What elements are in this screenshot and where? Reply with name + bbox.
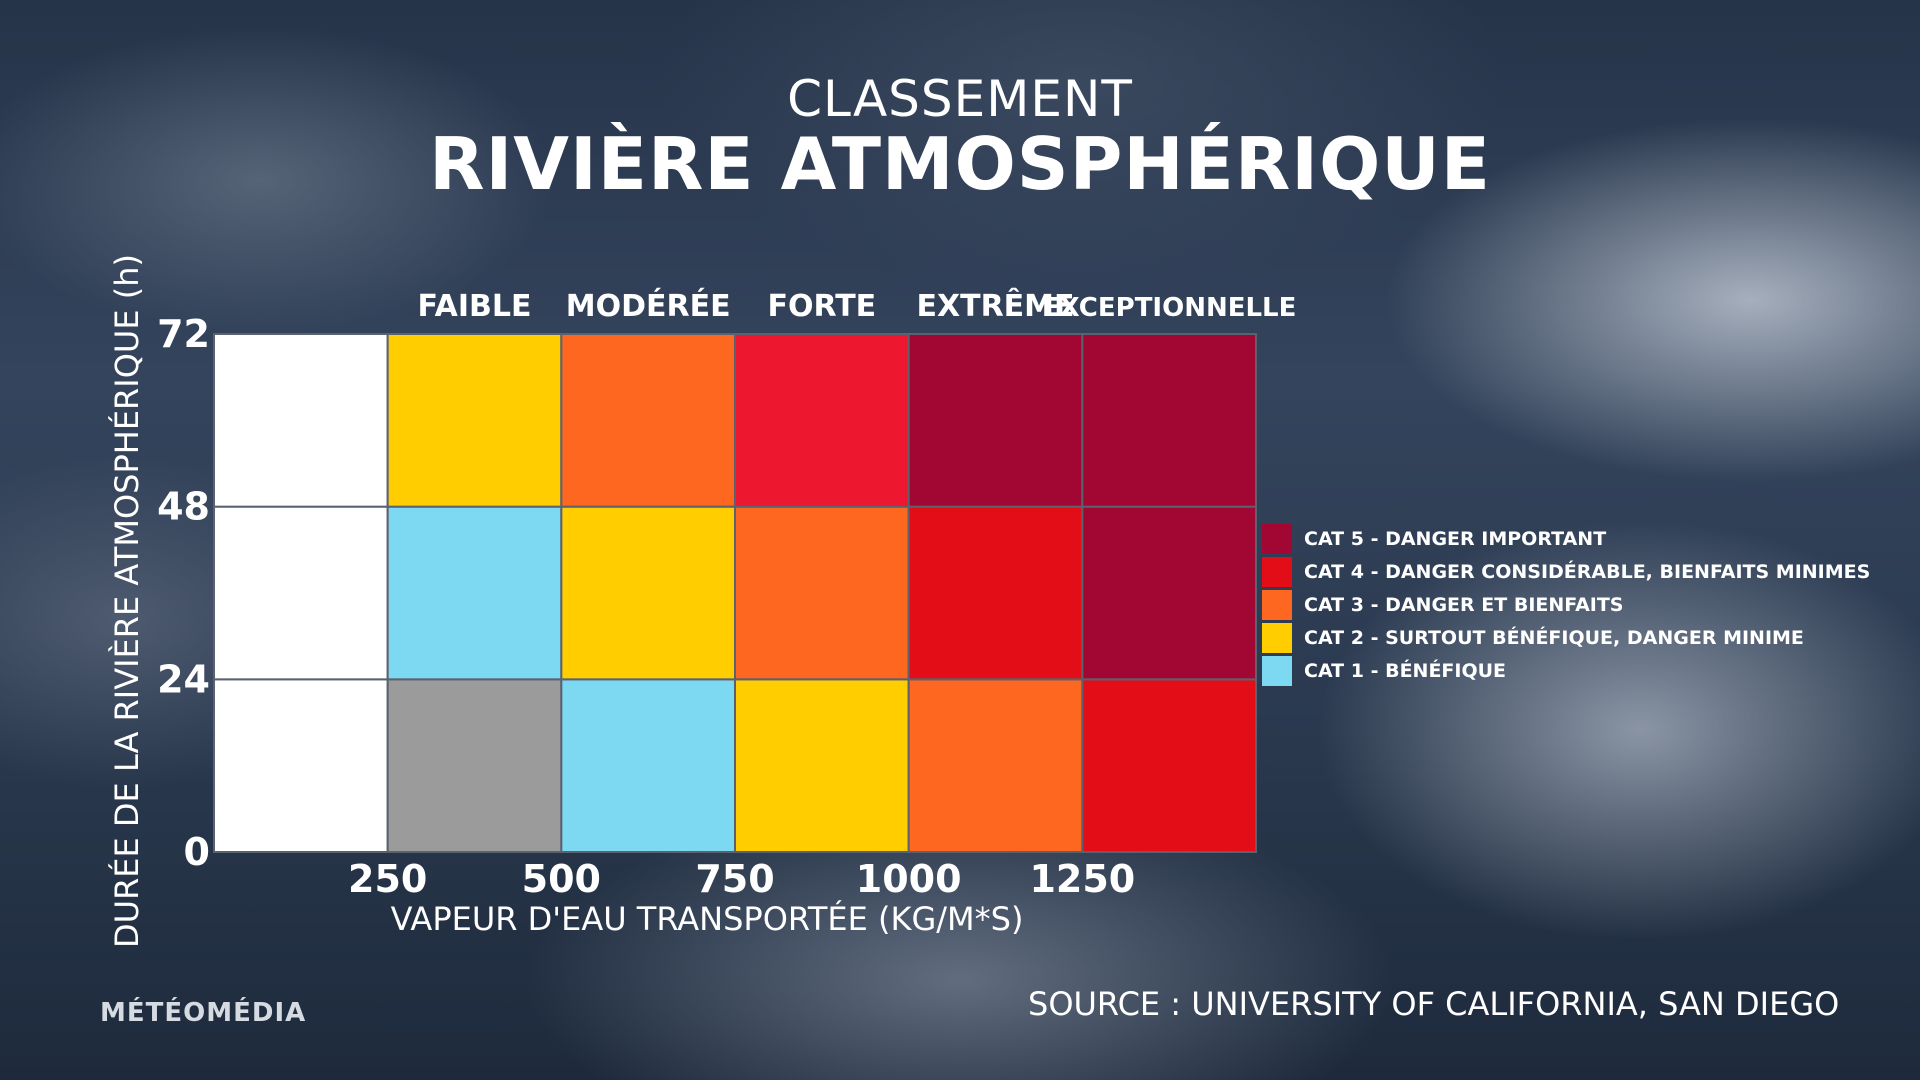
- heatmap-cell: [386, 678, 563, 853]
- y-tick-labels: 0 24 48 72: [157, 312, 210, 874]
- x-tick-label: 250: [348, 857, 427, 901]
- legend-item-cat2: CAT 2 - SURTOUT BÉNÉFIQUE, DANGER MINIME: [1262, 621, 1870, 654]
- heatmap-cell: [907, 678, 1084, 853]
- title-main: RIVIÈRE ATMOSPHÉRIQUE: [429, 122, 1491, 206]
- heatmap-cell: [734, 333, 910, 508]
- heatmap-cell: [1081, 678, 1258, 853]
- x-tick-label: 500: [522, 857, 601, 901]
- column-header: FORTE: [767, 289, 876, 324]
- legend-label-cat5: CAT 5 - DANGER IMPORTANT: [1304, 527, 1607, 550]
- column-header: FAIBLE: [418, 289, 532, 324]
- brand-logo-text: MÉTÉOMÉDIA: [100, 998, 307, 1028]
- x-tick-labels: 250 500 750 1000 1250: [348, 857, 1135, 901]
- heatmap-cell: [213, 333, 389, 508]
- heatmap-cell: [907, 333, 1084, 508]
- title-top: CLASSEMENT: [787, 70, 1133, 128]
- x-axis-label: VAPEUR D'EAU TRANSPORTÉE (KG/M*S): [391, 900, 1024, 938]
- x-tick-label: 1000: [856, 857, 962, 901]
- heatmap-cell: [734, 505, 910, 681]
- y-tick-label: 0: [184, 830, 210, 874]
- column-header: EXCEPTIONNELLE: [1042, 293, 1296, 323]
- legend-swatch-cat1: [1262, 655, 1292, 686]
- heatmap-cell: [213, 505, 389, 681]
- column-header: MODÉRÉE: [566, 288, 731, 324]
- legend-label-cat4: CAT 4 - DANGER CONSIDÉRABLE, BIENFAITS M…: [1304, 560, 1871, 583]
- legend-label-cat1: CAT 1 - BÉNÉFIQUE: [1304, 659, 1507, 682]
- y-tick-label: 48: [157, 485, 210, 529]
- heatmap-cell: [1081, 333, 1258, 508]
- x-tick-label: 750: [695, 857, 774, 901]
- legend-item-cat3: CAT 3 - DANGER ET BIENFAITS: [1262, 588, 1870, 621]
- heatmap-cell: [560, 333, 736, 508]
- heatmap-cell: [734, 678, 910, 853]
- y-tick-label: 24: [157, 657, 210, 701]
- source-credit: SOURCE : UNIVERSITY OF CALIFORNIA, SAN D…: [1028, 985, 1840, 1023]
- heatmap-cell: [560, 505, 736, 681]
- cells-layer: [213, 333, 1258, 853]
- legend-item-cat1: CAT 1 - BÉNÉFIQUE: [1262, 654, 1870, 687]
- legend-swatch-cat3: [1262, 589, 1292, 620]
- legend-item-cat5: CAT 5 - DANGER IMPORTANT: [1262, 522, 1870, 555]
- column-header: EXTRÊME: [916, 288, 1074, 324]
- legend-item-cat4: CAT 4 - DANGER CONSIDÉRABLE, BIENFAITS M…: [1262, 555, 1870, 588]
- x-tick-label: 1250: [1029, 857, 1135, 901]
- legend: CAT 5 - DANGER IMPORTANT CAT 4 - DANGER …: [1262, 522, 1870, 687]
- legend-swatch-cat5: [1262, 523, 1292, 554]
- heatmap-cell: [386, 505, 563, 681]
- legend-label-cat3: CAT 3 - DANGER ET BIENFAITS: [1304, 593, 1624, 616]
- legend-swatch-cat4: [1262, 556, 1292, 587]
- legend-label-cat2: CAT 2 - SURTOUT BÉNÉFIQUE, DANGER MINIME: [1304, 626, 1804, 649]
- heatmap-cell: [560, 678, 736, 853]
- heatmap-cell: [907, 505, 1084, 681]
- y-axis-label: DURÉE DE LA RIVIÈRE ATMOSPHÉRIQUE (h): [108, 254, 146, 948]
- heatmap-cell: [213, 678, 389, 853]
- heatmap-cell: [386, 333, 563, 508]
- legend-swatch-cat2: [1262, 622, 1292, 653]
- heatmap-cell: [1081, 505, 1258, 681]
- y-tick-label: 72: [157, 312, 210, 356]
